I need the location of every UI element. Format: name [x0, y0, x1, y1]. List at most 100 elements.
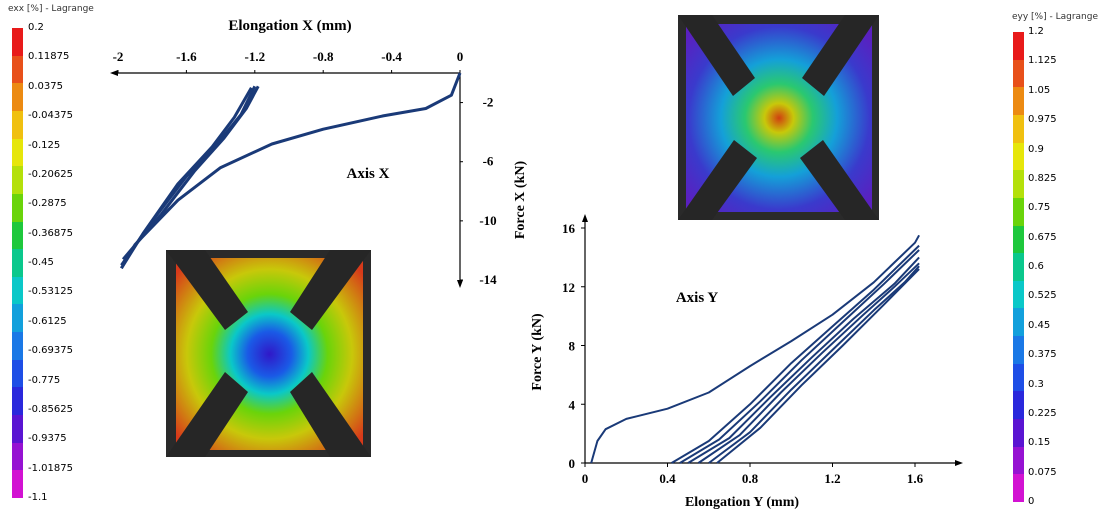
right-colorbar-segment	[1013, 225, 1024, 254]
x-tick-label: 1.6	[907, 471, 924, 486]
right-colorbar-segment	[1013, 253, 1024, 282]
left-colorbar-segment	[12, 387, 23, 416]
y-axis-arrowhead	[582, 214, 588, 222]
x-tick-label: 0.4	[659, 471, 676, 486]
left-colorbar-tick-label: -0.85625	[28, 403, 73, 415]
left-colorbar-tick-label: -0.20625	[28, 168, 73, 180]
series-line	[120, 72, 462, 269]
x-tick-label: -1.2	[245, 49, 266, 64]
series-line	[697, 262, 920, 464]
right-colorbar-tick-label: 0.3	[1028, 378, 1044, 390]
left-colorbar-segment	[12, 193, 23, 223]
left-colorbar-segment	[12, 28, 23, 57]
left-colorbar-tick-label: -0.69375	[28, 345, 73, 357]
right-colorbar-tick-label: 0.825	[1028, 172, 1057, 184]
y-tick-label: -2	[483, 95, 494, 110]
right-colorbar-tick-label: 0.525	[1028, 290, 1057, 302]
left-colorbar-tick-label: -1.01875	[28, 462, 73, 474]
series-line	[120, 85, 257, 267]
left-colorbar-segment	[12, 304, 23, 333]
left-colorbar-segment	[12, 221, 23, 250]
y-tick-label: -14	[479, 272, 497, 287]
x-tick-label: -1.6	[176, 49, 197, 64]
left-colorbar-segment	[12, 442, 23, 471]
left-colorbar-tick-label: -0.2875	[28, 198, 67, 210]
chart-title: Axis Y	[676, 290, 719, 306]
x-tick-label: 0	[457, 49, 464, 64]
x-axis-title: Elongation X (mm)	[228, 18, 351, 34]
right-colorbar-segment	[1013, 59, 1024, 88]
right-colorbar-tick-label: 1.05	[1028, 84, 1051, 96]
right-colorbar-segment	[1013, 197, 1024, 227]
left-colorbar-tick-label: 0.0375	[28, 80, 63, 92]
y-tick-label: -10	[479, 213, 496, 228]
chart-title: Axis X	[347, 166, 390, 182]
left-colorbar-tick-label: -0.6125	[28, 315, 67, 327]
left-colorbar-title: exx [%] - Lagrange	[8, 4, 94, 14]
y-tick-label: 4	[569, 397, 576, 412]
left-colorbar-tick-label: -0.04375	[28, 110, 73, 122]
series-line	[121, 85, 260, 261]
left-colorbar-segment	[12, 415, 23, 444]
left-colorbar-segment	[12, 332, 23, 361]
right-colorbar-title: eyy [%] - Lagrange	[1012, 12, 1099, 22]
right-colorbar-segment	[1013, 170, 1024, 199]
right-colorbar-segment	[1013, 363, 1024, 392]
y-tick-label: -6	[483, 154, 494, 169]
right-colorbar-tick-label: 0.975	[1028, 114, 1057, 126]
series-line	[671, 244, 920, 464]
right-colorbar-tick-label: 1.2	[1028, 26, 1044, 37]
right-colorbar-tick-label: 0.075	[1028, 466, 1057, 478]
left-colorbar-tick-label: -0.45	[28, 257, 54, 268]
right-colorbar-segment	[1013, 142, 1024, 171]
right-colorbar-segment	[1013, 419, 1024, 448]
specimen-image-x	[166, 250, 371, 457]
right-colorbar-segment	[1013, 87, 1024, 116]
left-colorbar-segment	[12, 55, 23, 84]
left-colorbar-tick-label: -0.9375	[28, 433, 67, 445]
right-colorbar-tick-label: 0.75	[1028, 202, 1051, 214]
series-line	[679, 249, 920, 464]
y-tick-label: 16	[562, 221, 576, 236]
x-tick-label: -0.4	[381, 49, 402, 64]
x-tick-label: 0	[582, 471, 589, 486]
right-colorbar-tick-label: 0.6	[1028, 261, 1044, 272]
right-colorbar-segment	[1013, 32, 1024, 61]
x-axis-arrowhead	[110, 70, 118, 76]
left-colorbar-segment	[12, 276, 23, 305]
right-colorbar-tick-label: 0.15	[1028, 437, 1051, 449]
left-colorbar-tick-label: -1.1	[28, 492, 48, 503]
left-colorbar-segment	[12, 166, 23, 195]
x-tick-label: -2	[113, 49, 124, 64]
chart-axis-y: 0 0.4 0.8 1.2 1.6 0 4 8 12 16 Elongation Y (mm) For…	[530, 214, 963, 510]
right-colorbar-segment	[1013, 114, 1024, 144]
y-tick-label: 8	[569, 339, 576, 354]
series-line	[590, 234, 920, 464]
right-colorbar-tick-label: 0.225	[1028, 407, 1057, 419]
y-tick-label: 0	[569, 456, 576, 471]
left-colorbar-segment	[12, 359, 23, 388]
left-colorbar-segment	[12, 470, 23, 499]
right-colorbar-tick-label: 0.9	[1028, 143, 1044, 155]
right-colorbar	[1013, 32, 1024, 503]
left-colorbar-segment	[12, 110, 23, 140]
left-colorbar-tick-label: 0.11875	[28, 51, 70, 63]
right-colorbar-segment	[1013, 446, 1024, 475]
left-colorbar	[12, 28, 23, 499]
right-colorbar-tick-label: 0.675	[1028, 231, 1057, 243]
y-axis-title: Force X (kN)	[513, 161, 528, 240]
y-axis-title: Force Y (kN)	[530, 313, 545, 391]
left-colorbar-tick-label: -0.775	[28, 374, 61, 386]
right-colorbar-tick-label: 0.375	[1028, 349, 1057, 361]
x-axis-title: Elongation Y (mm)	[685, 495, 799, 510]
series-line	[687, 256, 920, 464]
left-colorbar-segment	[12, 138, 23, 167]
right-colorbar-tick-label: 0	[1028, 496, 1035, 507]
left-colorbar-tick-label: -0.125	[28, 139, 61, 151]
x-tick-label: 0.8	[742, 471, 759, 486]
left-colorbar-segment	[12, 249, 23, 278]
right-colorbar-tick-label: 0.45	[1028, 319, 1051, 331]
x-tick-label: 1.2	[824, 471, 840, 486]
